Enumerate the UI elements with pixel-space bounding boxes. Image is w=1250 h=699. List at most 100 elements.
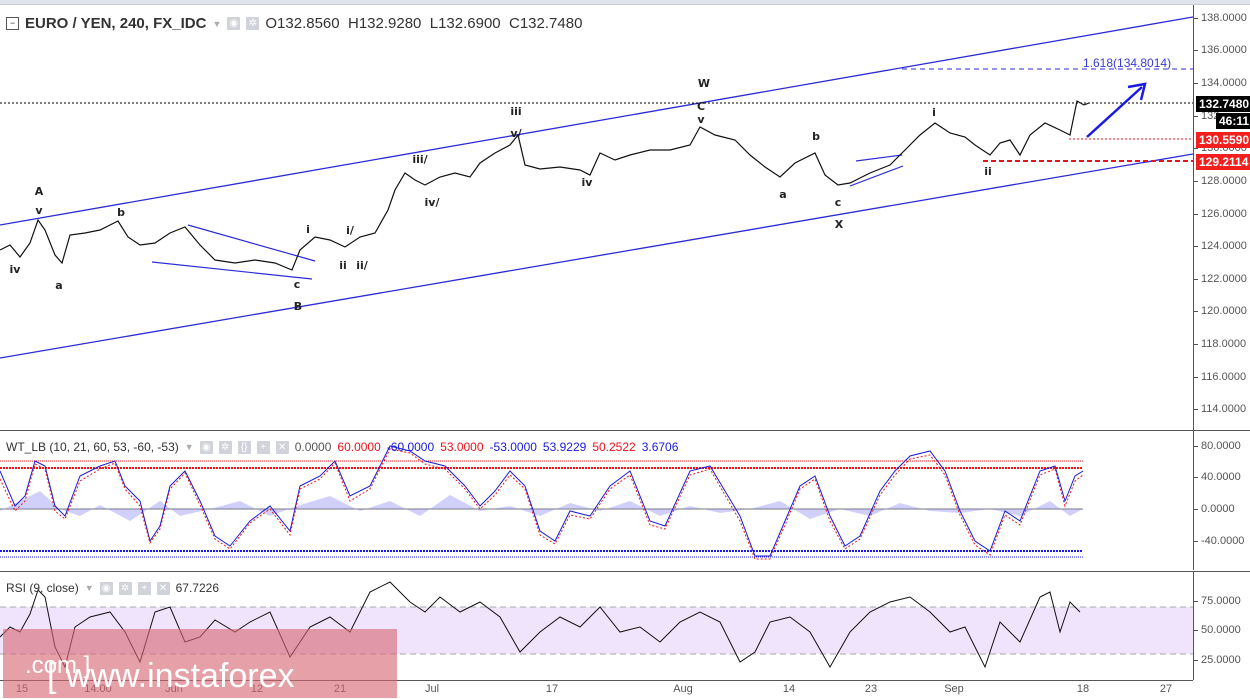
- time-tick: Sep: [944, 683, 964, 695]
- settings-gear-icon[interactable]: ✲: [246, 17, 260, 30]
- price-tick: 128.0000: [1194, 175, 1247, 187]
- rsi-tick: 50.0000: [1194, 624, 1241, 636]
- last-price-tag: 132.7480: [1196, 96, 1250, 112]
- wave-label: b: [812, 130, 820, 143]
- wave-label: v: [35, 204, 43, 217]
- wave-label: v: [697, 113, 705, 126]
- wave-label: iii/: [412, 153, 428, 166]
- price-tick: 114.0000: [1194, 403, 1246, 415]
- price-tick: 118.0000: [1194, 338, 1246, 350]
- bar-countdown-tag: 46:11: [1216, 113, 1250, 129]
- wt-tick: -40.0000: [1194, 535, 1244, 547]
- time-tick: Jul: [424, 683, 440, 695]
- wave-label: C: [696, 100, 706, 113]
- add-icon[interactable]: +: [256, 440, 270, 454]
- ohlc-values: O132.8560 H132.9280 L132.6900 C132.7480: [265, 15, 583, 32]
- wave-label: ii/: [356, 259, 368, 272]
- wave-label: c: [834, 196, 842, 209]
- wt-value: -60.0000: [386, 440, 435, 454]
- wt-value: 3.6706: [641, 440, 679, 454]
- wt-lb-svg: [0, 445, 1084, 560]
- level-tag-130: 130.5590: [1196, 132, 1250, 148]
- price-tick: 120.0000: [1194, 305, 1247, 317]
- rsi-legend: RSI (9, close) ▼ ◉ ✲ + ✕ 67.7226: [6, 581, 219, 595]
- wave-label: i: [932, 106, 936, 119]
- rsi-title[interactable]: RSI (9, close): [6, 581, 79, 595]
- upper-channel-line: [0, 16, 1193, 226]
- wt-value: 0.0000: [294, 440, 332, 454]
- price-tick: 126.0000: [1194, 208, 1247, 220]
- pane-separator[interactable]: [0, 571, 1250, 572]
- price-tick: 122.0000: [1194, 273, 1247, 285]
- wave-label: A: [34, 185, 44, 198]
- add-icon[interactable]: +: [137, 581, 151, 595]
- wt-value: 53.0000: [440, 440, 484, 454]
- fib-extension-label: 1.618(134.8014): [1083, 56, 1172, 70]
- visibility-icon[interactable]: ◉: [99, 581, 113, 595]
- close-icon[interactable]: ✕: [275, 440, 289, 454]
- lower-channel-line: [0, 153, 1193, 359]
- time-tick: Aug: [673, 683, 693, 695]
- wt-tick: 40.0000: [1194, 471, 1241, 483]
- price-tick: 124.0000: [1194, 240, 1247, 252]
- wave-label: iv: [581, 176, 593, 189]
- level-tag-129: 129.2114: [1196, 154, 1250, 170]
- wave-label: a: [55, 279, 63, 292]
- chevron-down-icon[interactable]: ▼: [184, 442, 194, 452]
- price-chart-svg: [0, 16, 1193, 359]
- wave-label: ii: [984, 165, 992, 178]
- price-tick: 134.0000: [1194, 77, 1247, 89]
- wt-value: 50.2522: [592, 440, 636, 454]
- price-axis[interactable]: 138.0000 136.0000 134.0000 132 130.0000 …: [1193, 5, 1250, 430]
- collapse-icon[interactable]: −: [6, 17, 19, 30]
- wt-value: 53.9229: [542, 440, 587, 454]
- wave-label: ii: [339, 259, 347, 272]
- price-tick: 138.0000: [1194, 12, 1247, 24]
- watermark-tld: .com ]: [25, 652, 91, 679]
- wave-label: W: [697, 77, 711, 90]
- price-tick: 116.0000: [1194, 371, 1246, 383]
- wt-lb-title[interactable]: WT_LB (10, 21, 60, 53, -60, -53): [6, 440, 179, 454]
- wave-label: iv: [9, 263, 21, 276]
- rsi-tick: 75.0000: [1194, 595, 1241, 607]
- settings-gear-icon[interactable]: ✲: [218, 440, 232, 454]
- visibility-icon[interactable]: ◉: [199, 440, 213, 454]
- watermark-text: [ www.instaforex: [47, 657, 295, 695]
- time-tick: 14: [782, 683, 796, 695]
- wt-value: 60.0000: [337, 440, 381, 454]
- price-pane[interactable]: − EURO / YEN, 240, FX_IDC ▼ ◉ ✲ O132.856…: [0, 5, 1193, 430]
- time-tick: 17: [545, 683, 559, 695]
- price-tick: 136.0000: [1194, 44, 1247, 56]
- source-code-icon[interactable]: {}: [237, 440, 251, 454]
- wt-tick: 0.0000: [1194, 503, 1235, 515]
- wave-label: v/: [510, 127, 522, 140]
- time-tick: 27: [1159, 683, 1173, 695]
- price-tick: 132: [1194, 110, 1219, 122]
- symbol-title[interactable]: EURO / YEN, 240, FX_IDC: [25, 15, 207, 32]
- wave-label: iii: [510, 105, 522, 118]
- wave-label: b: [117, 206, 125, 219]
- wave-label: i/: [346, 224, 354, 237]
- time-tick: 23: [864, 683, 878, 695]
- wt-value: -53.0000: [489, 440, 537, 454]
- chevron-down-icon[interactable]: ▼: [212, 18, 222, 29]
- time-tick: 18: [1076, 683, 1090, 695]
- chevron-down-icon[interactable]: ▼: [84, 583, 94, 593]
- wt-tick: 80.0000: [1194, 440, 1241, 452]
- wt-lb-axis[interactable]: 80.0000 40.0000 0.0000 -40.0000: [1193, 431, 1250, 570]
- wt-lb-pane[interactable]: WT_LB (10, 21, 60, 53, -60, -53) ▼ ◉ ✲ {…: [0, 431, 1193, 570]
- wave-label: B: [293, 300, 303, 313]
- wave-label: c: [293, 278, 301, 291]
- wave-label: iv/: [424, 196, 440, 209]
- pane-separator[interactable]: [0, 430, 1250, 431]
- rsi-tick: 25.0000: [1194, 654, 1241, 666]
- wt-lb-legend: WT_LB (10, 21, 60, 53, -60, -53) ▼ ◉ ✲ {…: [6, 440, 678, 454]
- close-icon[interactable]: ✕: [156, 581, 170, 595]
- rsi-axis[interactable]: 75.0000 50.0000 25.0000: [1193, 572, 1250, 680]
- wave-label: a: [779, 188, 787, 201]
- instaforex-watermark: [ www.instaforex .com ]: [3, 629, 397, 698]
- visibility-icon[interactable]: ◉: [227, 17, 241, 30]
- top-toolbar-strip: [0, 0, 1250, 5]
- settings-gear-icon[interactable]: ✲: [118, 581, 132, 595]
- wave-label: X: [834, 218, 844, 231]
